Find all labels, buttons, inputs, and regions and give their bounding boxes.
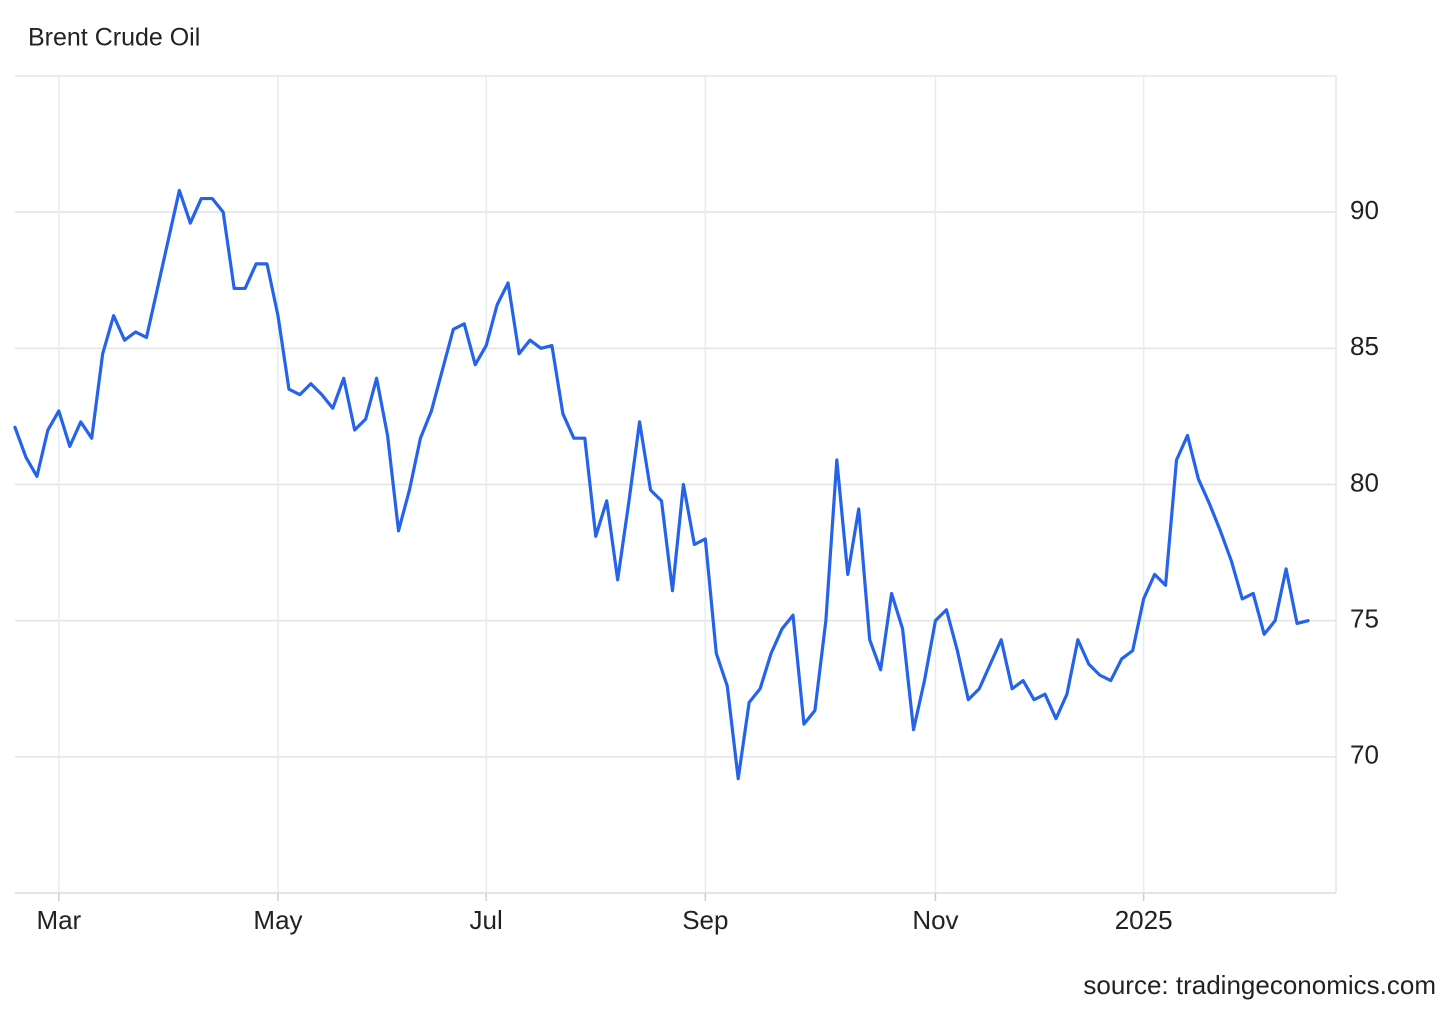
y-tick-label: 85 <box>1350 331 1379 361</box>
x-tick-label: Sep <box>682 905 728 935</box>
x-tick-label: Jul <box>470 905 503 935</box>
y-tick-label: 70 <box>1350 740 1379 770</box>
price-line <box>13 188 1310 781</box>
y-tick-label: 90 <box>1350 195 1379 225</box>
x-tick-label: Mar <box>36 905 81 935</box>
chart-title: Brent Crude Oil <box>28 24 200 52</box>
x-tick-label: May <box>253 905 302 935</box>
x-tick-label: Nov <box>912 905 958 935</box>
y-tick-label: 80 <box>1350 467 1379 497</box>
source-note: source: tradingeconomics.com <box>1083 970 1436 1000</box>
x-tick-label: 2025 <box>1115 905 1173 935</box>
y-tick-label: 75 <box>1350 604 1379 634</box>
